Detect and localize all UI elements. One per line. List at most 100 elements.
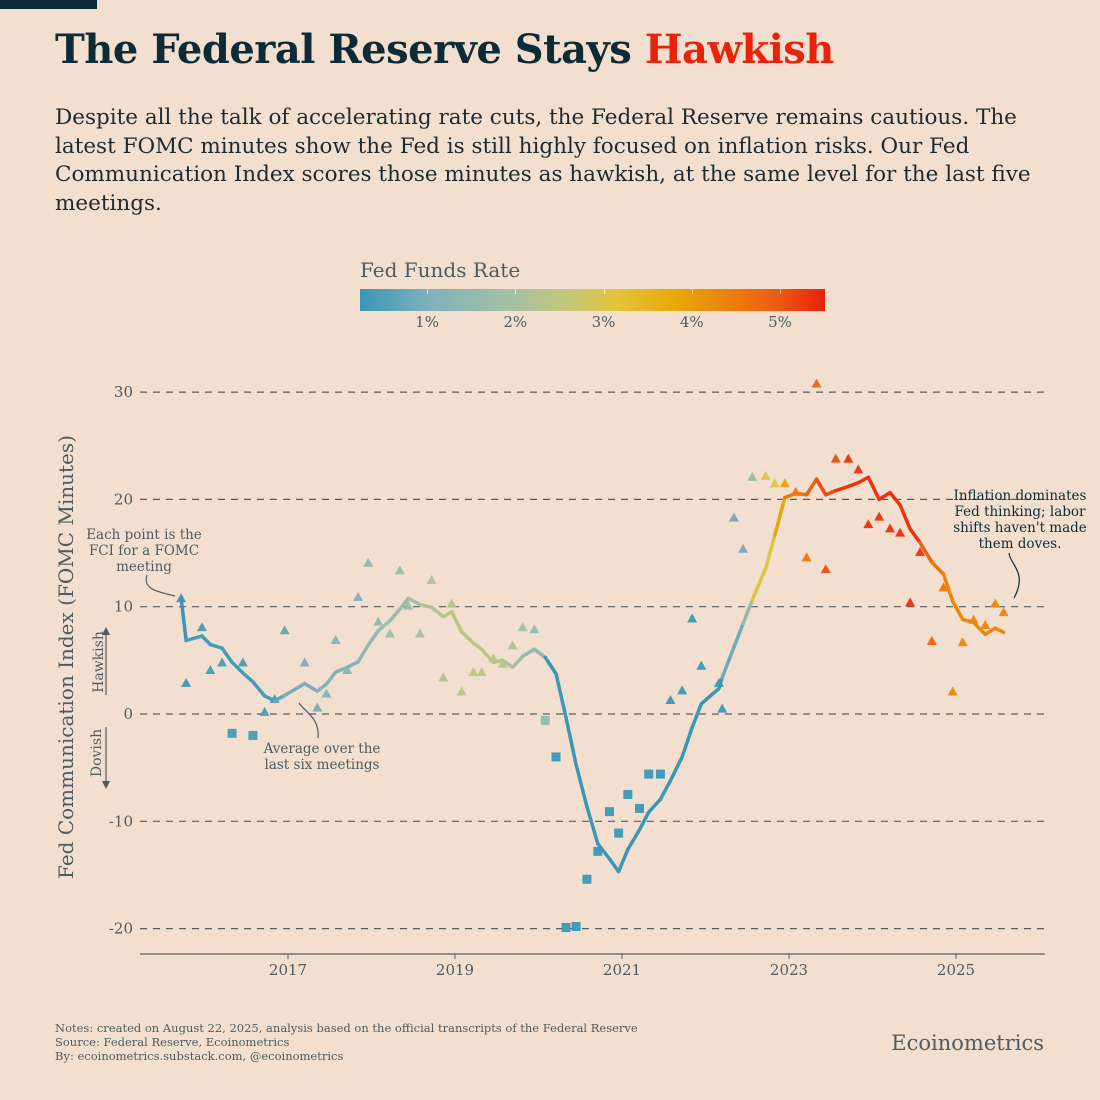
colorbar-tick-mark bbox=[603, 289, 605, 294]
data-point-triangle bbox=[468, 667, 479, 677]
average-line-segment bbox=[877, 490, 892, 502]
colorbar-tick-label: 3% bbox=[591, 313, 616, 331]
average-line-segment bbox=[888, 490, 902, 507]
source-text: Source: Federal Reserve, Ecoinometrics bbox=[55, 1035, 290, 1049]
data-point-triangle bbox=[353, 592, 364, 602]
data-point-square bbox=[248, 730, 258, 740]
average-line-segment bbox=[272, 693, 287, 703]
average-line-segment bbox=[741, 598, 755, 626]
average-line-segment bbox=[646, 797, 663, 814]
data-point-triangle bbox=[990, 598, 1001, 608]
colorbar-tick-mark bbox=[515, 289, 517, 294]
average-line-segment bbox=[993, 626, 1006, 635]
average-line-segment bbox=[804, 477, 819, 497]
average-line-segment bbox=[324, 670, 338, 686]
hawkish-label: Hawkish bbox=[90, 631, 107, 693]
data-point-triangle bbox=[181, 677, 192, 687]
data-point-triangle bbox=[820, 564, 831, 574]
average-line-segment bbox=[658, 778, 673, 802]
average-line-segment bbox=[262, 694, 277, 703]
data-point-square bbox=[644, 769, 654, 779]
data-point-triangle bbox=[874, 511, 885, 521]
x-tick-label: 2023 bbox=[770, 961, 808, 979]
data-point-triangle bbox=[342, 665, 353, 675]
average-line-segment bbox=[596, 841, 612, 861]
data-point-triangle bbox=[384, 628, 395, 638]
average-line-segment bbox=[637, 810, 651, 832]
data-point-triangle bbox=[259, 706, 270, 716]
annotation-inflation: Inflation dominates Fed thinking; labor … bbox=[953, 488, 1087, 552]
data-point-triangle bbox=[321, 688, 332, 698]
average-line-segment bbox=[429, 605, 446, 619]
average-line-segment bbox=[616, 847, 630, 874]
colorbar-tick-label: 4% bbox=[679, 313, 704, 331]
average-line-segment bbox=[333, 665, 350, 674]
data-point-square bbox=[227, 728, 237, 738]
average-line-segment bbox=[220, 646, 234, 665]
average-line-segment bbox=[449, 609, 464, 634]
average-line-segment bbox=[564, 716, 578, 767]
data-point-triangle bbox=[980, 619, 991, 629]
average-line-segment bbox=[388, 607, 402, 623]
data-point-square bbox=[604, 807, 614, 817]
data-point-triangle bbox=[863, 519, 874, 529]
average-line-segment bbox=[574, 762, 589, 809]
average-line-segment bbox=[834, 484, 851, 493]
y-tick-label: 20 bbox=[114, 490, 133, 508]
average-line-segment bbox=[471, 641, 484, 652]
average-line-segment bbox=[626, 827, 642, 852]
data-point-triangle bbox=[717, 703, 728, 713]
data-point-triangle bbox=[456, 686, 467, 696]
average-line-segment bbox=[184, 634, 204, 643]
x-tick-label: 2021 bbox=[603, 961, 641, 979]
average-line-segment bbox=[823, 488, 838, 497]
average-line-segment bbox=[814, 477, 828, 497]
data-point-square bbox=[635, 803, 645, 813]
brand-logo-text: Ecoinometrics bbox=[891, 1031, 1044, 1055]
data-point-triangle bbox=[438, 672, 449, 682]
average-line-segment bbox=[930, 560, 946, 576]
colorbar-tick-label: 1% bbox=[415, 313, 439, 331]
colorbar-tick-mark bbox=[691, 289, 693, 294]
average-line-segment bbox=[898, 503, 912, 531]
data-point-triangle bbox=[497, 658, 508, 668]
legend-title: Fed Funds Rate bbox=[360, 258, 521, 282]
notes-text: Notes: created on August 22, 2025, analy… bbox=[55, 1021, 638, 1035]
data-point-triangle bbox=[687, 613, 698, 623]
average-line-segment bbox=[983, 626, 997, 637]
footer-notes: Notes: created on August 22, 2025, analy… bbox=[55, 1021, 638, 1063]
average-line-segment bbox=[315, 682, 329, 693]
average-line-segment bbox=[971, 620, 987, 637]
average-line-segment bbox=[200, 634, 213, 647]
data-point-square bbox=[540, 715, 550, 725]
data-point-triangle bbox=[330, 634, 341, 644]
data-point-triangle bbox=[926, 636, 937, 646]
data-point-square bbox=[551, 752, 561, 762]
average-line-segment bbox=[251, 680, 267, 698]
data-point-triangle bbox=[779, 478, 790, 488]
data-point-triangle bbox=[517, 622, 528, 632]
data-point-square bbox=[623, 789, 633, 799]
average-line-segment bbox=[750, 566, 768, 602]
average-line-segment bbox=[783, 491, 798, 500]
average-line-segment bbox=[773, 495, 787, 537]
average-line-segment bbox=[208, 642, 224, 650]
data-point-triangle bbox=[738, 543, 749, 553]
average-line-segment bbox=[520, 647, 537, 659]
average-line-segment bbox=[302, 681, 319, 693]
data-point-square bbox=[655, 769, 665, 779]
data-point-triangle bbox=[299, 657, 310, 667]
data-point-triangle bbox=[998, 607, 1009, 617]
x-tick-label: 2017 bbox=[269, 961, 307, 979]
page-title: The Federal Reserve Stays Hawkish bbox=[55, 26, 834, 73]
data-point-triangle bbox=[279, 625, 290, 635]
data-point-triangle bbox=[196, 622, 207, 632]
average-line-segment bbox=[230, 660, 245, 675]
average-line-segment bbox=[793, 491, 809, 497]
average-line-segment bbox=[406, 596, 422, 607]
data-point-square bbox=[614, 828, 624, 838]
data-point-triangle bbox=[217, 657, 228, 667]
data-point-square bbox=[571, 921, 581, 931]
data-point-square bbox=[582, 874, 592, 884]
